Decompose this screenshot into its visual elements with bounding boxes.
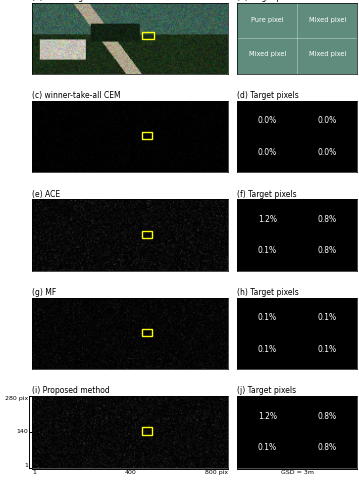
- Text: 0.1%: 0.1%: [258, 313, 277, 322]
- Text: 0.0%: 0.0%: [318, 116, 337, 126]
- Text: 0.8%: 0.8%: [318, 412, 337, 420]
- Text: 0.0%: 0.0%: [258, 116, 277, 126]
- Text: 0.1%: 0.1%: [258, 344, 277, 354]
- Text: 0.8%: 0.8%: [318, 443, 337, 452]
- Text: (g) MF: (g) MF: [32, 288, 57, 297]
- Text: (j) Target pixels: (j) Target pixels: [237, 386, 297, 396]
- Text: GSD = 3m: GSD = 3m: [281, 470, 314, 475]
- Text: 0.1%: 0.1%: [258, 443, 277, 452]
- Text: 140: 140: [16, 430, 28, 434]
- Text: (b) Target pixels: (b) Target pixels: [237, 0, 299, 2]
- Text: 0.1%: 0.1%: [318, 313, 337, 322]
- Text: 0.0%: 0.0%: [318, 148, 337, 157]
- Text: 0.0%: 0.0%: [258, 148, 277, 157]
- Text: Mixed pixel: Mixed pixel: [308, 51, 346, 57]
- Text: 0.8%: 0.8%: [318, 246, 337, 255]
- Bar: [142, 329, 151, 336]
- Text: 1: 1: [32, 470, 36, 475]
- Text: 1: 1: [24, 462, 28, 468]
- Text: (f) Target pixels: (f) Target pixels: [237, 190, 297, 198]
- Text: 1.2%: 1.2%: [258, 215, 277, 224]
- Text: (a) RGB image: (a) RGB image: [32, 0, 88, 2]
- Text: (e) ACE: (e) ACE: [32, 190, 60, 198]
- Bar: [142, 32, 154, 39]
- Text: 400: 400: [124, 470, 136, 475]
- Text: 280 pix: 280 pix: [5, 396, 28, 401]
- Text: (h) Target pixels: (h) Target pixels: [237, 288, 299, 297]
- Text: 0.8%: 0.8%: [318, 215, 337, 224]
- Text: 800 pix: 800 pix: [205, 470, 228, 475]
- Text: (i) Proposed method: (i) Proposed method: [32, 386, 110, 396]
- Text: Mixed pixel: Mixed pixel: [249, 51, 286, 57]
- Text: (d) Target pixels: (d) Target pixels: [237, 91, 299, 100]
- Text: 1.2%: 1.2%: [258, 412, 277, 420]
- Bar: [142, 428, 151, 434]
- Text: Pure pixel: Pure pixel: [251, 18, 284, 24]
- Text: (c) winner-take-all CEM: (c) winner-take-all CEM: [32, 91, 121, 100]
- Bar: [142, 230, 151, 237]
- Text: 0.1%: 0.1%: [258, 246, 277, 255]
- Text: 0.1%: 0.1%: [318, 344, 337, 354]
- Text: Mixed pixel: Mixed pixel: [308, 18, 346, 24]
- Bar: [142, 132, 151, 140]
